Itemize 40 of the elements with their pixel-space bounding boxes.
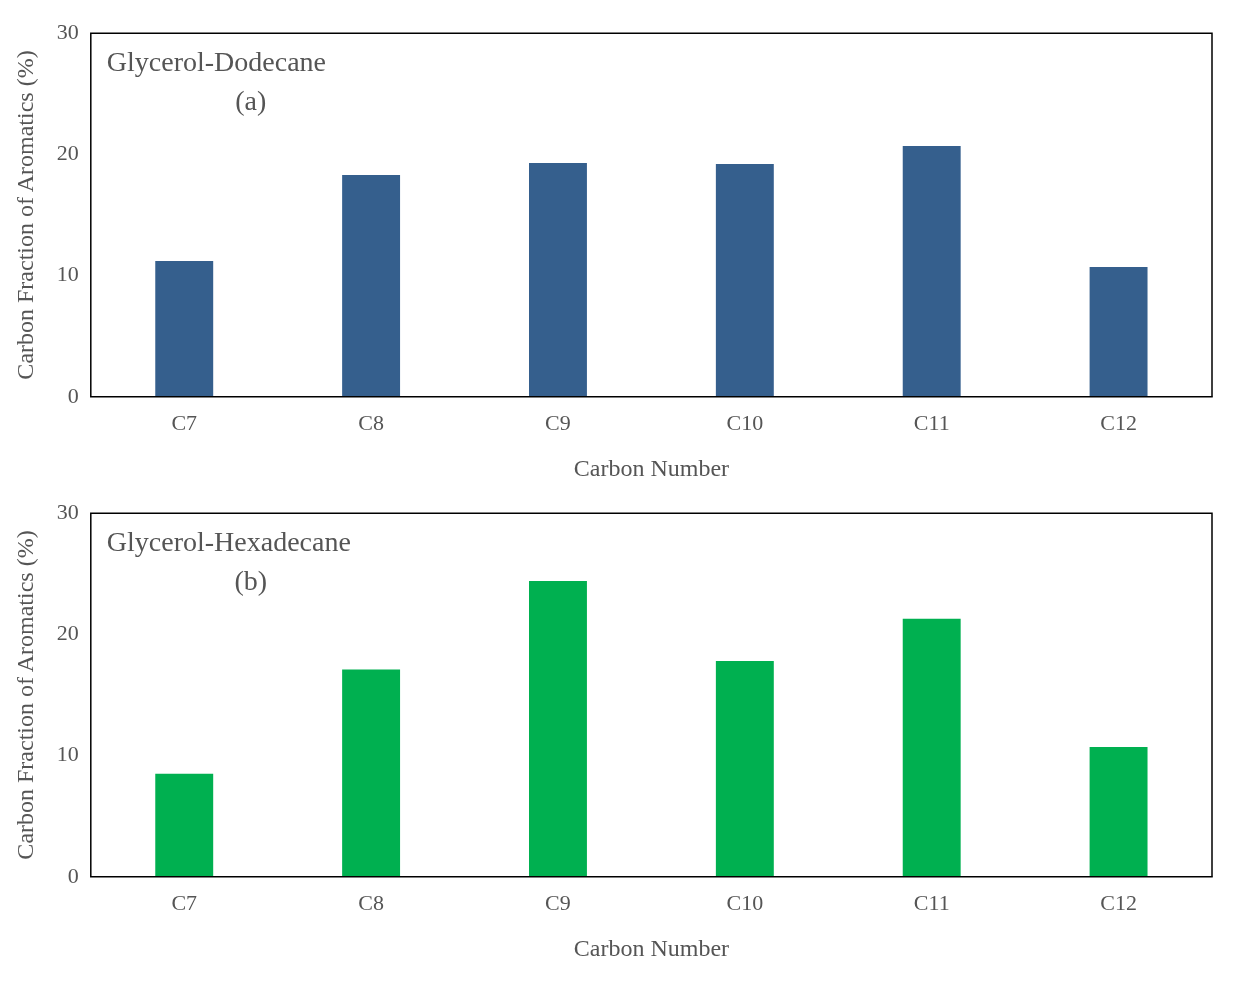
y-axis-title: Carbon Fraction of Aromatics (%) bbox=[11, 50, 38, 380]
x-tick-label: C9 bbox=[545, 409, 571, 435]
x-tick-label: C7 bbox=[171, 889, 198, 915]
y-tick-label: 10 bbox=[56, 741, 79, 767]
y-axis-title: Carbon Fraction of Aromatics (%) bbox=[11, 530, 38, 860]
x-tick-label: C8 bbox=[358, 409, 384, 435]
chart-title: Glycerol-Dodecane bbox=[106, 45, 327, 77]
y-tick-label: 30 bbox=[56, 498, 79, 524]
text: (a) bbox=[235, 84, 267, 116]
bar bbox=[1089, 747, 1148, 877]
x-axis-title: Carbon Number bbox=[573, 934, 730, 961]
y-tick-label: 20 bbox=[56, 140, 79, 166]
bar bbox=[155, 773, 214, 877]
x-axis-title: Carbon Number bbox=[573, 454, 730, 481]
x-tick-label: C10 bbox=[726, 409, 764, 435]
bar bbox=[715, 164, 774, 397]
x-tick-label: C10 bbox=[726, 889, 764, 915]
y-tick-label: 30 bbox=[56, 18, 79, 44]
x-tick-label: C8 bbox=[358, 889, 384, 915]
x-tick-label: C11 bbox=[913, 409, 950, 435]
bar bbox=[342, 669, 401, 877]
bar bbox=[529, 162, 587, 397]
chart-title: Glycerol-Hexadecane bbox=[106, 525, 351, 557]
bar bbox=[1089, 267, 1148, 397]
bar bbox=[715, 661, 774, 877]
y-tick-label: 0 bbox=[67, 862, 79, 888]
bar bbox=[902, 618, 961, 877]
x-tick-label: C7 bbox=[171, 409, 198, 435]
y-tick-label: 20 bbox=[56, 620, 79, 646]
y-tick-label: 10 bbox=[56, 261, 79, 287]
y-tick-label: 0 bbox=[67, 382, 79, 408]
bar bbox=[529, 581, 587, 877]
bar bbox=[155, 261, 214, 397]
bar bbox=[342, 175, 401, 397]
x-tick-label: C12 bbox=[1100, 889, 1137, 915]
bar bbox=[902, 145, 961, 397]
x-tick-label: C12 bbox=[1100, 409, 1137, 435]
text: (b) bbox=[234, 564, 268, 596]
x-tick-label: C9 bbox=[545, 889, 571, 915]
x-tick-label: C11 bbox=[913, 889, 950, 915]
